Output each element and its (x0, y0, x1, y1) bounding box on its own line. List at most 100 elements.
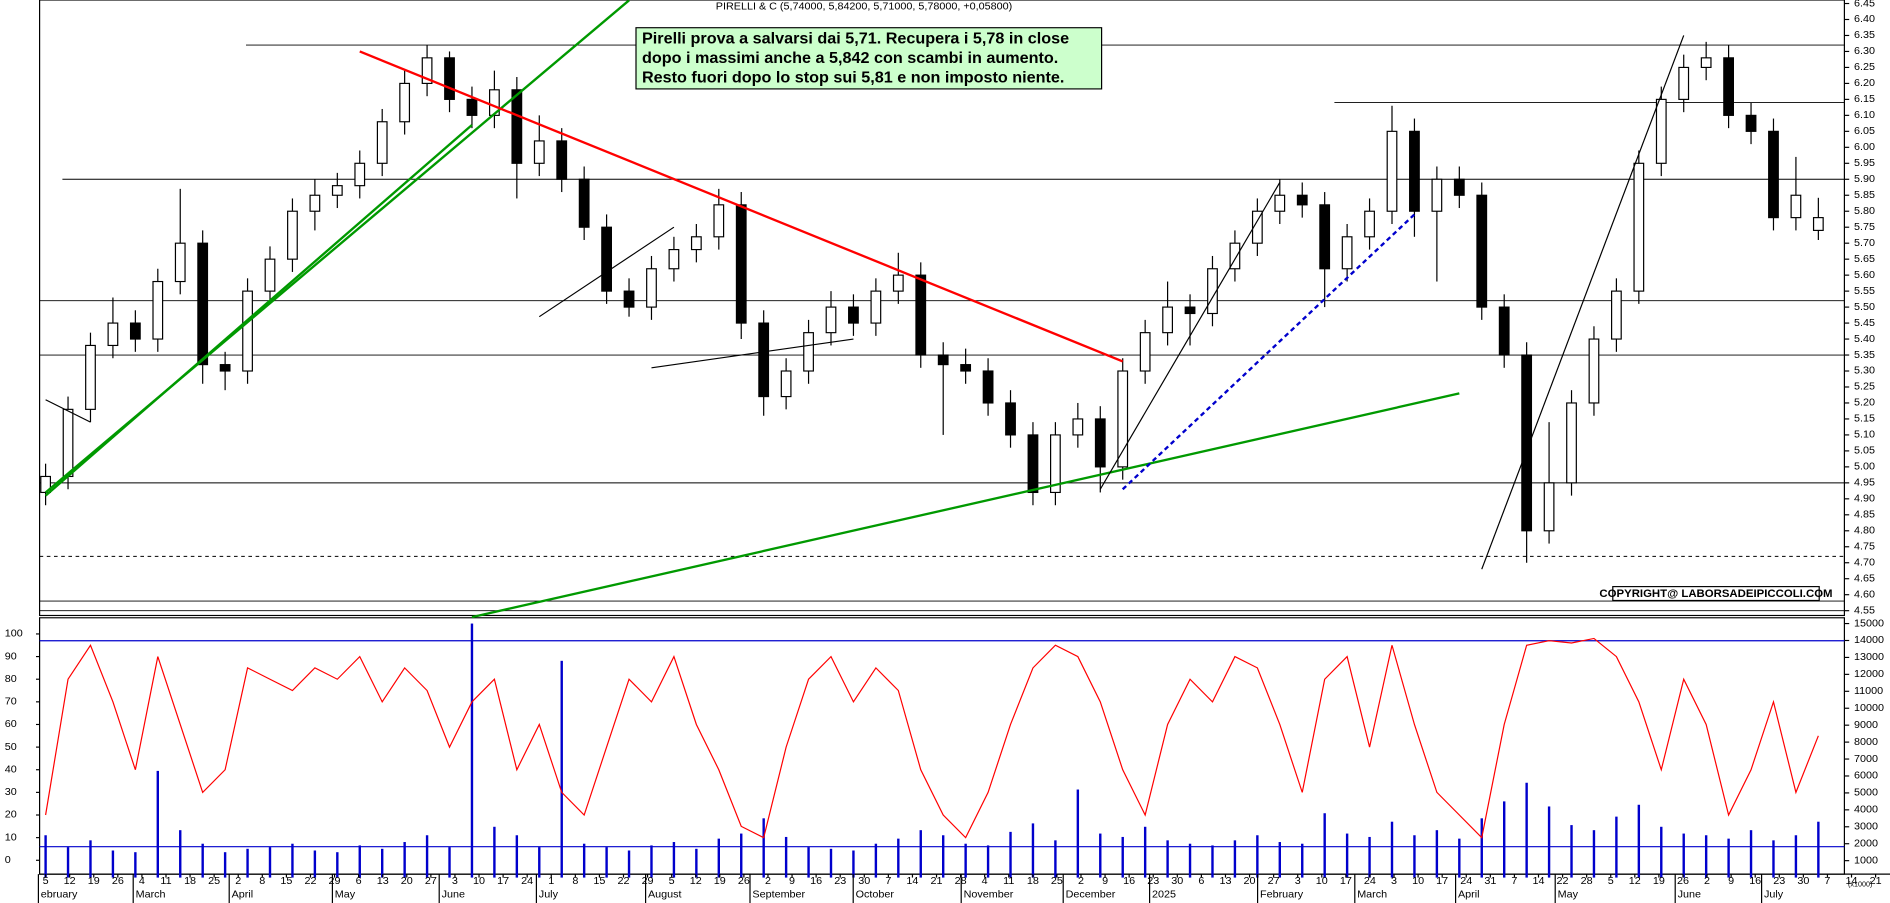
volume-bar (1278, 842, 1281, 878)
volume-tick-label: 5000 (1854, 787, 1878, 799)
volume-bar (493, 826, 496, 878)
month-label: November (964, 889, 1014, 901)
x-tick-label: 14 (906, 875, 918, 887)
volume-bar (381, 848, 384, 878)
candle-body (1207, 268, 1218, 315)
volume-bar (1458, 838, 1461, 878)
volume-bar (1390, 821, 1394, 878)
month-label: 2025 (1152, 889, 1176, 901)
x-tick-label: 6 (1198, 875, 1204, 887)
volume-bar (1547, 806, 1551, 878)
volume-bar (1233, 840, 1237, 878)
volume-bar (717, 838, 720, 878)
y-tick-label: 4.70 (1854, 557, 1875, 569)
x-tick-label: 13 (1219, 875, 1231, 887)
candle-body (1678, 66, 1690, 100)
candle-body (982, 370, 994, 404)
candle-body (1476, 194, 1488, 308)
volume-bar (1031, 823, 1035, 878)
x-tick-label: 27 (1268, 875, 1280, 887)
volume-bar (1503, 801, 1506, 878)
y-tick-label: 6.35 (1854, 29, 1875, 41)
volume-bar (560, 660, 563, 878)
volume-bar (919, 830, 922, 878)
volume-bar (1054, 840, 1057, 878)
x-tick-label: 22 (617, 875, 629, 887)
candle-body (1610, 290, 1622, 340)
candle-body (444, 57, 455, 100)
x-tick-label: 8 (572, 875, 578, 887)
volume-bar (874, 843, 878, 878)
volume-bar (403, 842, 406, 878)
candle-body (937, 354, 949, 366)
x-tick-label: 3 (1295, 875, 1301, 887)
volume-bar (313, 850, 317, 878)
volume-bar (156, 770, 159, 878)
volume-tick-label: 9000 (1854, 719, 1878, 731)
candle-body (107, 322, 119, 347)
copyright-box (1612, 586, 1820, 602)
month-label: ebruary (41, 889, 78, 901)
x-tick-label: 30 (1797, 875, 1809, 887)
volume-bar (1188, 843, 1192, 878)
x-tick-label: 12 (64, 875, 76, 887)
volume-bar (515, 835, 519, 878)
volume-bar (1076, 789, 1080, 878)
volume-bar (829, 848, 833, 878)
trendline (651, 338, 854, 369)
y-tick-label: 5.05 (1854, 445, 1875, 457)
volume-bar (605, 847, 608, 878)
trendline (471, 392, 1460, 619)
candle-body (556, 140, 568, 180)
volume-bar (291, 843, 294, 878)
osc-tick-label: 50 (5, 741, 17, 753)
osc-tick-label: 70 (5, 696, 17, 708)
y-tick-label: 5.55 (1854, 285, 1875, 297)
y-tick-label: 5.85 (1854, 189, 1875, 201)
candle-body (1364, 210, 1375, 238)
volume-bar (942, 835, 945, 878)
month-label: June (1678, 889, 1701, 901)
x-tick-label: 19 (714, 875, 726, 887)
candle-body (287, 210, 298, 260)
x-tick-label: 2 (235, 875, 241, 887)
volume-bar (111, 850, 115, 878)
month-label: October (856, 889, 895, 901)
trendline (1121, 213, 1416, 491)
y-tick-label: 6.40 (1854, 13, 1875, 25)
volume-bar (762, 818, 765, 878)
x-tick-label: 22 (1557, 875, 1569, 887)
y-tick-label: 5.45 (1854, 317, 1875, 329)
month-label: March (136, 889, 166, 901)
candle-body (1072, 418, 1084, 436)
x-tick-label: 5 (669, 875, 675, 887)
volume-tick-label: 4000 (1854, 804, 1878, 816)
y-tick-label: 4.65 (1854, 573, 1875, 585)
candle-body (1049, 434, 1061, 494)
candle-body (309, 194, 321, 212)
osc-tick-label: 80 (5, 673, 17, 685)
candle-body (1319, 204, 1331, 270)
candle-body (1453, 178, 1465, 196)
volume-tick-label: 15000 (1854, 617, 1884, 629)
x-tick-label: 19 (88, 875, 100, 887)
candle-body (1409, 130, 1420, 212)
volume-tick-label: 3000 (1854, 821, 1878, 833)
volume-bar (1121, 836, 1124, 878)
x-tick-label: 15 (280, 875, 292, 887)
y-tick-label: 5.65 (1854, 253, 1875, 265)
candle-body (264, 258, 276, 292)
x-tick-label: 29 (642, 875, 654, 887)
y-tick-label: 6.15 (1854, 93, 1875, 105)
x-tick-label: 30 (1171, 875, 1183, 887)
x-tick-label: 26 (112, 875, 124, 887)
candle-body (197, 242, 209, 366)
y-tick-label: 5.60 (1854, 269, 1875, 281)
volume-bar (470, 623, 474, 878)
osc-tick-label: 90 (5, 650, 17, 662)
price-frame (39, 0, 1845, 617)
y-tick-label: 4.75 (1854, 541, 1875, 553)
volume-bar (852, 850, 855, 878)
volume-bar (448, 847, 451, 878)
candle-body (870, 290, 882, 324)
